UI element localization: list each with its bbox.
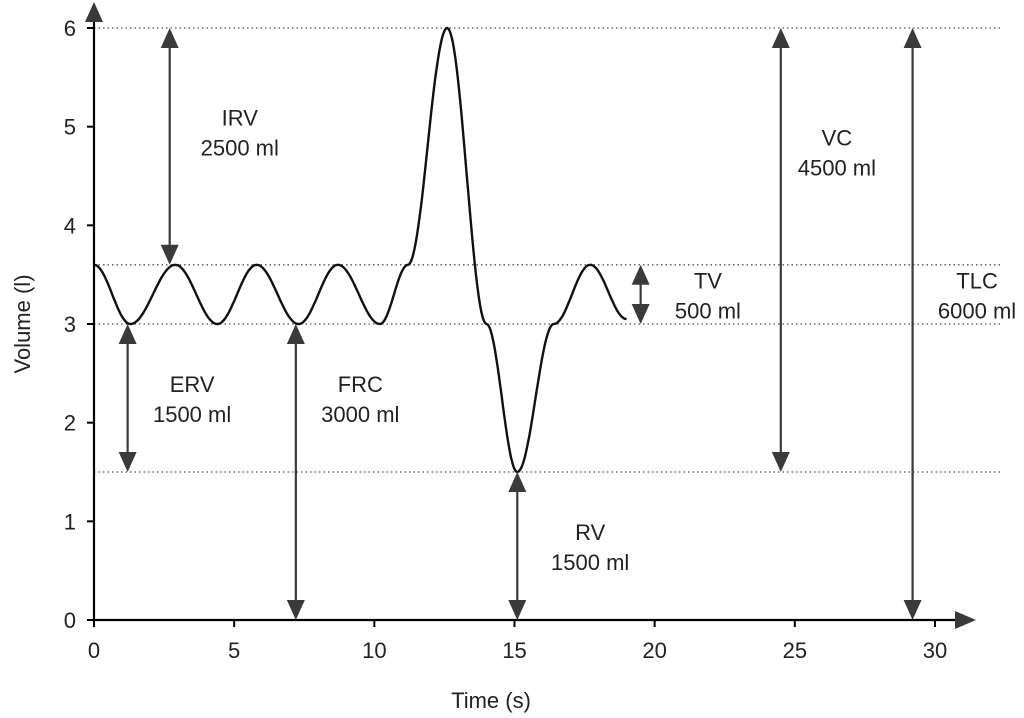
x-tick-label: 10 [362,638,386,663]
y-tick-label: 1 [64,509,76,534]
tv-arrow-down-icon [631,304,650,324]
y-axis-arrow-icon [85,2,103,22]
irv-arrow-down-icon [160,244,179,265]
y-tick-label: 0 [64,608,76,633]
erv-arrow-down-icon [118,452,137,472]
x-tick-label: 5 [228,638,240,663]
annotation-tv: TV 500 ml [631,264,741,324]
vc-arrow-up-icon [771,28,790,48]
tlc-arrow-up-icon [903,28,922,48]
annotation-irv: IRV 2500 ml [160,28,279,265]
rv-arrow-down-icon [508,600,527,620]
y-tick-label: 4 [64,213,76,238]
x-ticks: 0 5 10 15 20 25 30 [88,620,947,663]
x-tick-label: 20 [642,638,666,663]
tv-label: TV [694,268,722,293]
erv-arrow-up-icon [118,324,137,344]
annotation-tlc: TLC 6000 ml [903,28,1016,620]
volume-curve-layer [93,26,627,474]
x-tick-label: 15 [502,638,526,663]
y-axis-title: Volume (l) [10,274,35,373]
vc-value: 4500 ml [798,155,876,180]
x-axis-title: Time (s) [451,688,531,713]
irv-value: 2500 ml [201,136,279,161]
volume-annotations: IRV 2500 ml ERV 1500 ml FRC 3000 ml RV 1500 ml T… [118,28,1016,620]
erv-value: 1500 ml [153,402,231,427]
rv-arrow-up-icon [508,472,527,492]
vc-arrow-down-icon [771,452,790,472]
axes [85,2,976,629]
frc-label: FRC [338,372,383,397]
annotation-rv: RV 1500 ml [508,472,629,620]
y-tick-label: 5 [64,115,76,140]
tlc-label: TLC [956,268,998,293]
erv-label: ERV [170,372,215,397]
frc-value: 3000 ml [321,402,399,427]
y-ticks: 0 1 2 3 4 5 6 [64,16,94,633]
rv-label: RV [575,520,605,545]
y-tick-label: 3 [64,312,76,337]
irv-label: IRV [222,106,259,131]
vc-label: VC [822,125,853,150]
frc-arrow-up-icon [286,324,305,344]
tv-value: 500 ml [675,298,741,323]
frc-arrow-down-icon [286,600,305,620]
y-tick-label: 2 [64,411,76,436]
tlc-arrow-down-icon [903,600,922,620]
tlc-value: 6000 ml [938,298,1016,323]
rv-value: 1500 ml [551,550,629,575]
annotation-vc: VC 4500 ml [771,28,876,472]
y-tick-label: 6 [64,16,76,41]
volume-curve [93,26,627,474]
x-axis-arrow-icon [955,611,976,629]
x-tick-label: 0 [88,638,100,663]
irv-arrow-up-icon [160,28,179,48]
annotation-frc: FRC 3000 ml [286,324,399,620]
annotation-erv: ERV 1500 ml [118,324,231,472]
x-tick-label: 30 [923,638,947,663]
x-tick-label: 25 [783,638,807,663]
tv-arrow-up-icon [631,264,650,285]
